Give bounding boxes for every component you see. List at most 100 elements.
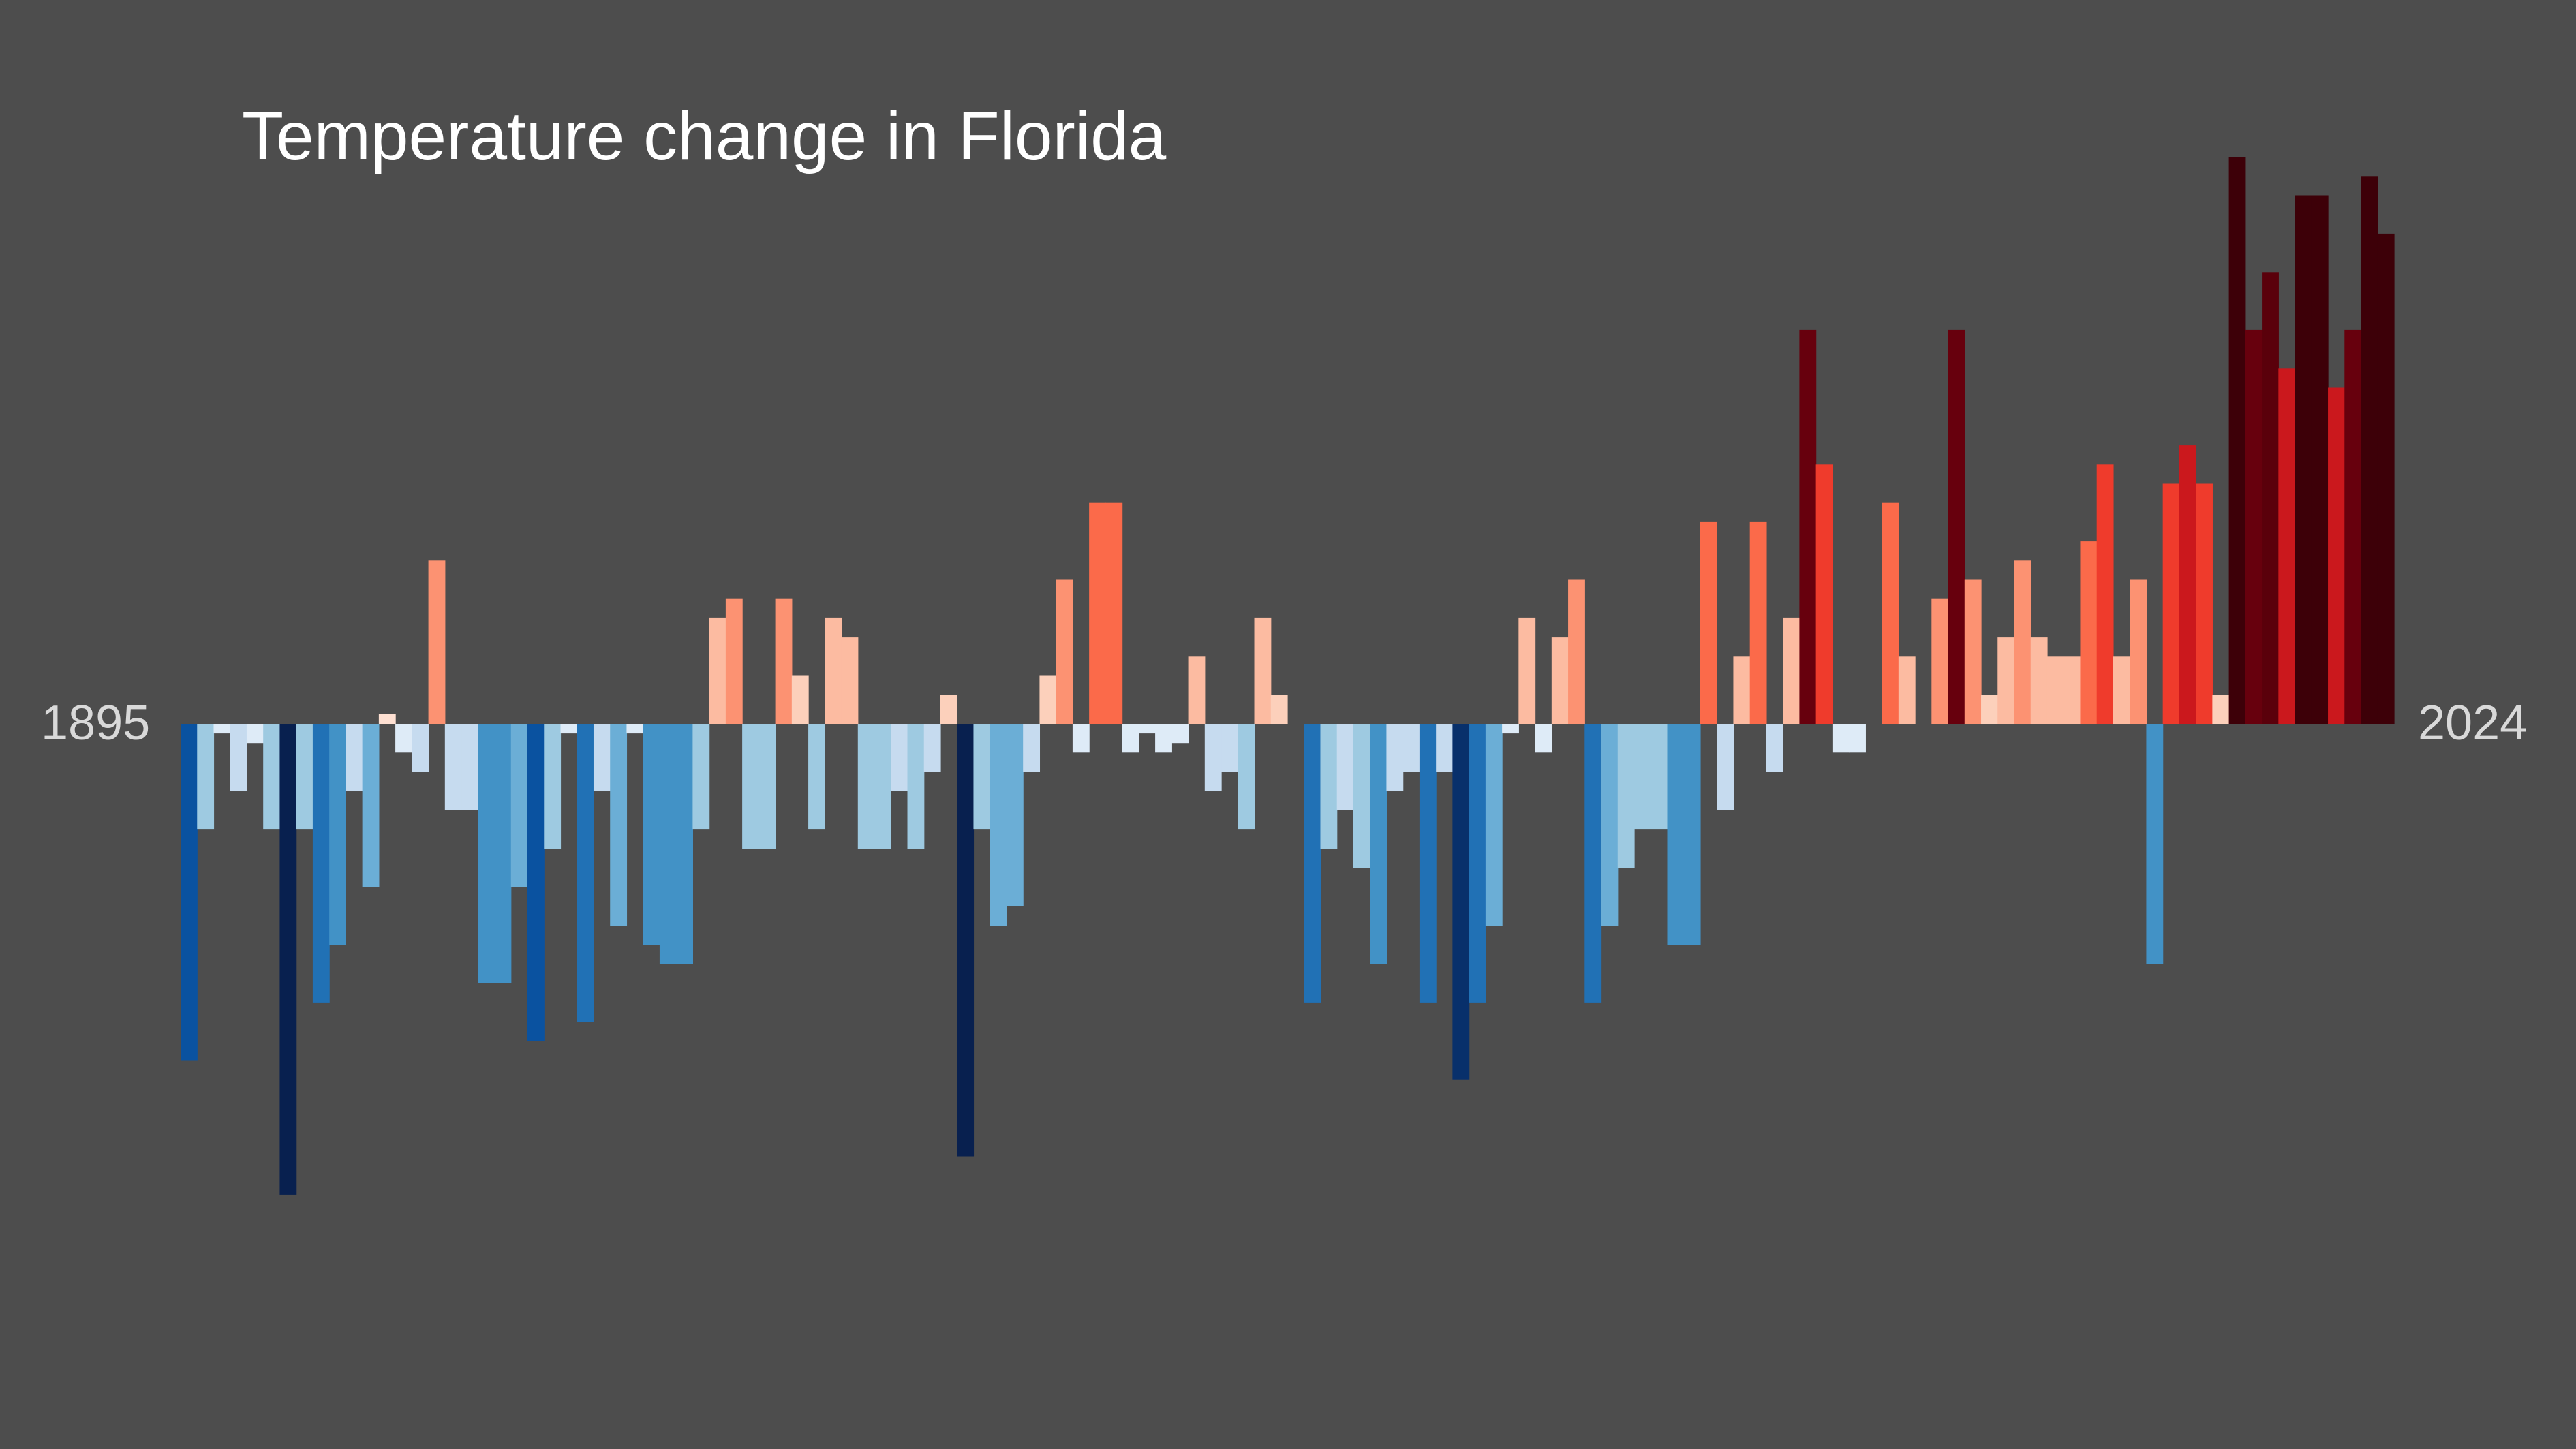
- bar-2024: [2311, 195, 2329, 724]
- bar-1929: [742, 724, 759, 849]
- bar-2010: [2080, 541, 2098, 724]
- bar-1914: [494, 724, 512, 983]
- bar-1923: [643, 724, 660, 945]
- bar-1931: [775, 598, 793, 724]
- bar-1996: [1849, 724, 1866, 753]
- bar-1959: [1238, 724, 1255, 830]
- bar-2003: [1964, 579, 1982, 724]
- bar-1989: [1733, 656, 1751, 724]
- bar-1904: [329, 724, 346, 945]
- bar-1903: [312, 724, 330, 1003]
- bar-2019: [2228, 157, 2246, 724]
- bar-1976: [1518, 617, 1536, 724]
- bar-1932: [791, 675, 809, 724]
- bar-1947: [1039, 675, 1057, 724]
- bar-1992: [1783, 617, 1800, 724]
- bar-1990: [1749, 521, 1767, 724]
- bar-2007: [2030, 637, 2048, 724]
- bar-1948: [1056, 579, 1073, 724]
- bar-1907: [378, 714, 396, 724]
- bar-2020: [2245, 329, 2263, 724]
- bar-1979: [1568, 579, 1585, 724]
- bar-1964: [1320, 724, 1338, 849]
- bar-2025: [2328, 387, 2345, 724]
- bar-1970: [1419, 724, 1437, 1003]
- bar-1899: [246, 724, 264, 744]
- bar-1982: [1617, 724, 1635, 868]
- bar-2012: [2113, 656, 2130, 724]
- bar-1954: [1155, 724, 1172, 753]
- bar-1972: [1452, 724, 1470, 1080]
- bar-1985: [1667, 724, 1685, 945]
- bar-1928: [725, 598, 743, 724]
- bar-1915: [510, 724, 528, 887]
- bar-1960: [1254, 617, 1272, 724]
- bar-1999: [1898, 656, 1916, 724]
- bar-1953: [1138, 724, 1156, 734]
- bar-2015: [2162, 483, 2180, 724]
- bar-1938: [891, 724, 908, 791]
- bar-1955: [1171, 724, 1189, 744]
- bar-1944: [990, 724, 1007, 926]
- bar-1958: [1221, 724, 1238, 772]
- bar-2017: [2196, 483, 2213, 724]
- bar-2005: [1997, 637, 2015, 724]
- bar-1920: [593, 724, 611, 791]
- bar-1905: [346, 724, 363, 791]
- bar-1945: [1006, 724, 1024, 906]
- bar-1922: [626, 724, 644, 734]
- bar-1983: [1634, 724, 1651, 830]
- bar-1951: [1105, 502, 1123, 724]
- bar-1986: [1683, 724, 1701, 945]
- bar-2018: [2212, 695, 2230, 724]
- bar-2006: [2014, 560, 2031, 724]
- bar-1901: [279, 724, 297, 1195]
- bar-1975: [1502, 724, 1519, 734]
- bar-1908: [395, 724, 412, 753]
- chart-title: Temperature change in Florida: [242, 98, 1167, 174]
- bar-1937: [874, 724, 891, 849]
- bar-2021: [2262, 272, 2279, 724]
- bar-1988: [1717, 724, 1734, 810]
- bar-1968: [1386, 724, 1404, 791]
- bar-1918: [560, 724, 578, 734]
- bar-1930: [758, 724, 776, 849]
- bar-1910: [428, 560, 446, 724]
- bar-1939: [907, 724, 925, 849]
- bar-2004: [1981, 695, 1998, 724]
- bar-1911: [444, 724, 462, 810]
- bar-2026: [2344, 329, 2362, 724]
- bar-1950: [1089, 502, 1106, 724]
- bar-1933: [808, 724, 825, 830]
- bar-1946: [1023, 724, 1041, 772]
- bar-1917: [544, 724, 562, 849]
- bar-1909: [412, 724, 429, 772]
- bar-1974: [1485, 724, 1503, 926]
- bar-1980: [1584, 724, 1602, 1003]
- bar-1936: [857, 724, 875, 849]
- bar-1969: [1402, 724, 1420, 772]
- bar-1916: [527, 724, 545, 1041]
- bar-1926: [692, 724, 710, 830]
- bar-1941: [940, 695, 957, 724]
- bar-1995: [1832, 724, 1850, 753]
- end-year-label: 2024: [2418, 696, 2528, 750]
- bar-1956: [1188, 656, 1206, 724]
- bar-1924: [659, 724, 677, 964]
- bar-2028: [2377, 233, 2395, 724]
- bar-1897: [213, 724, 231, 734]
- bar-1935: [841, 637, 859, 724]
- bar-1957: [1204, 724, 1222, 791]
- bar-1927: [709, 617, 726, 724]
- bar-1912: [461, 724, 478, 810]
- bar-1902: [296, 724, 313, 830]
- bar-1942: [957, 724, 975, 1157]
- bar-1966: [1353, 724, 1370, 868]
- bar-1940: [923, 724, 941, 772]
- bar-1987: [1700, 521, 1717, 724]
- bar-1981: [1601, 724, 1619, 926]
- bar-1994: [1815, 464, 1833, 724]
- bar-1913: [478, 724, 495, 983]
- bar-2023: [2295, 195, 2312, 724]
